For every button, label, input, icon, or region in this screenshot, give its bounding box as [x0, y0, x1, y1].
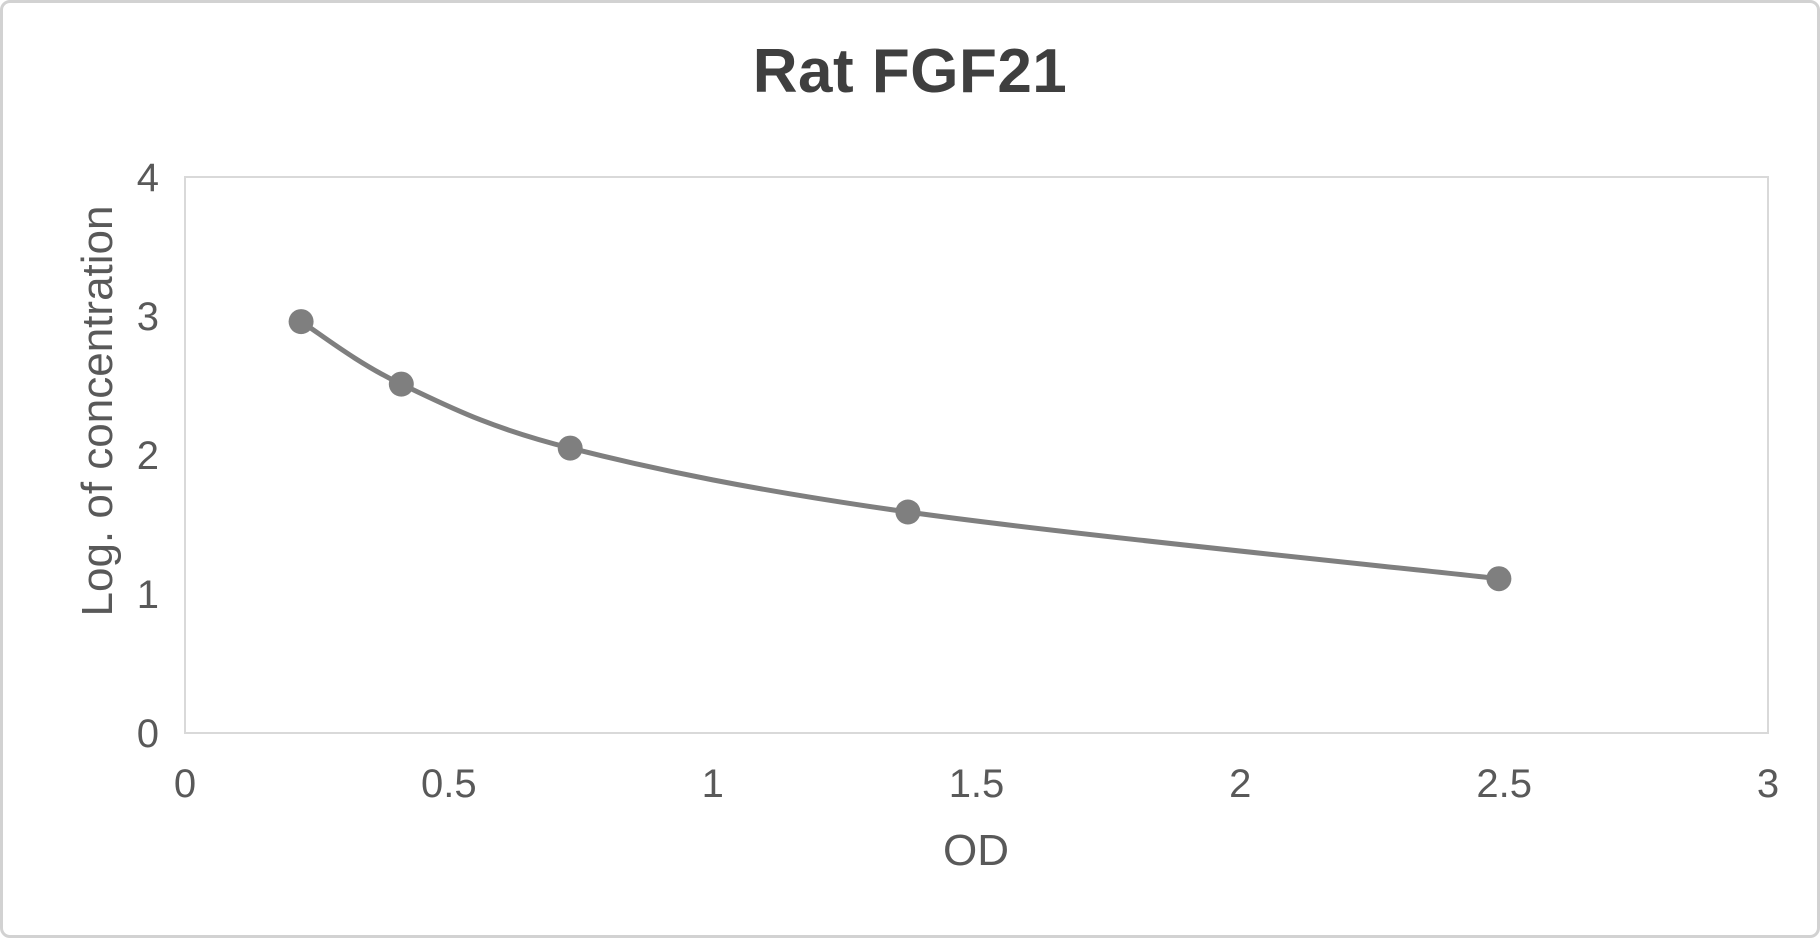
chart-plot-area: 0 0.5 1 1.5 2 2.5 3 0 1 2 3 4: [137, 156, 1779, 806]
data-point-marker: [388, 371, 414, 397]
y-tick-label: 0: [137, 712, 159, 756]
data-point-marker: [557, 435, 583, 461]
plot-border: [184, 176, 1769, 734]
x-tick-label: 0: [174, 762, 196, 806]
y-tick-label: 1: [137, 573, 159, 617]
y-tick-label: 3: [137, 295, 159, 339]
x-tick-label: 2: [1229, 762, 1251, 806]
x-tick-label: 1: [702, 762, 724, 806]
x-tick-label: 2.5: [1476, 762, 1532, 806]
data-point-marker: [895, 499, 921, 525]
y-tick-label: 2: [137, 434, 159, 478]
data-point-marker: [1486, 566, 1512, 592]
chart-title: Rat FGF21: [752, 37, 1068, 106]
x-axis-title: OD: [943, 826, 1009, 875]
series-line: [298, 319, 1502, 582]
x-tick-label: 0.5: [421, 762, 477, 806]
data-point-marker: [288, 309, 314, 335]
y-axis-title: Log. of concentration: [73, 205, 122, 617]
x-tick-label: 3: [1757, 762, 1779, 806]
y-tick-label: 4: [137, 156, 159, 200]
x-tick-label: 1.5: [949, 762, 1005, 806]
